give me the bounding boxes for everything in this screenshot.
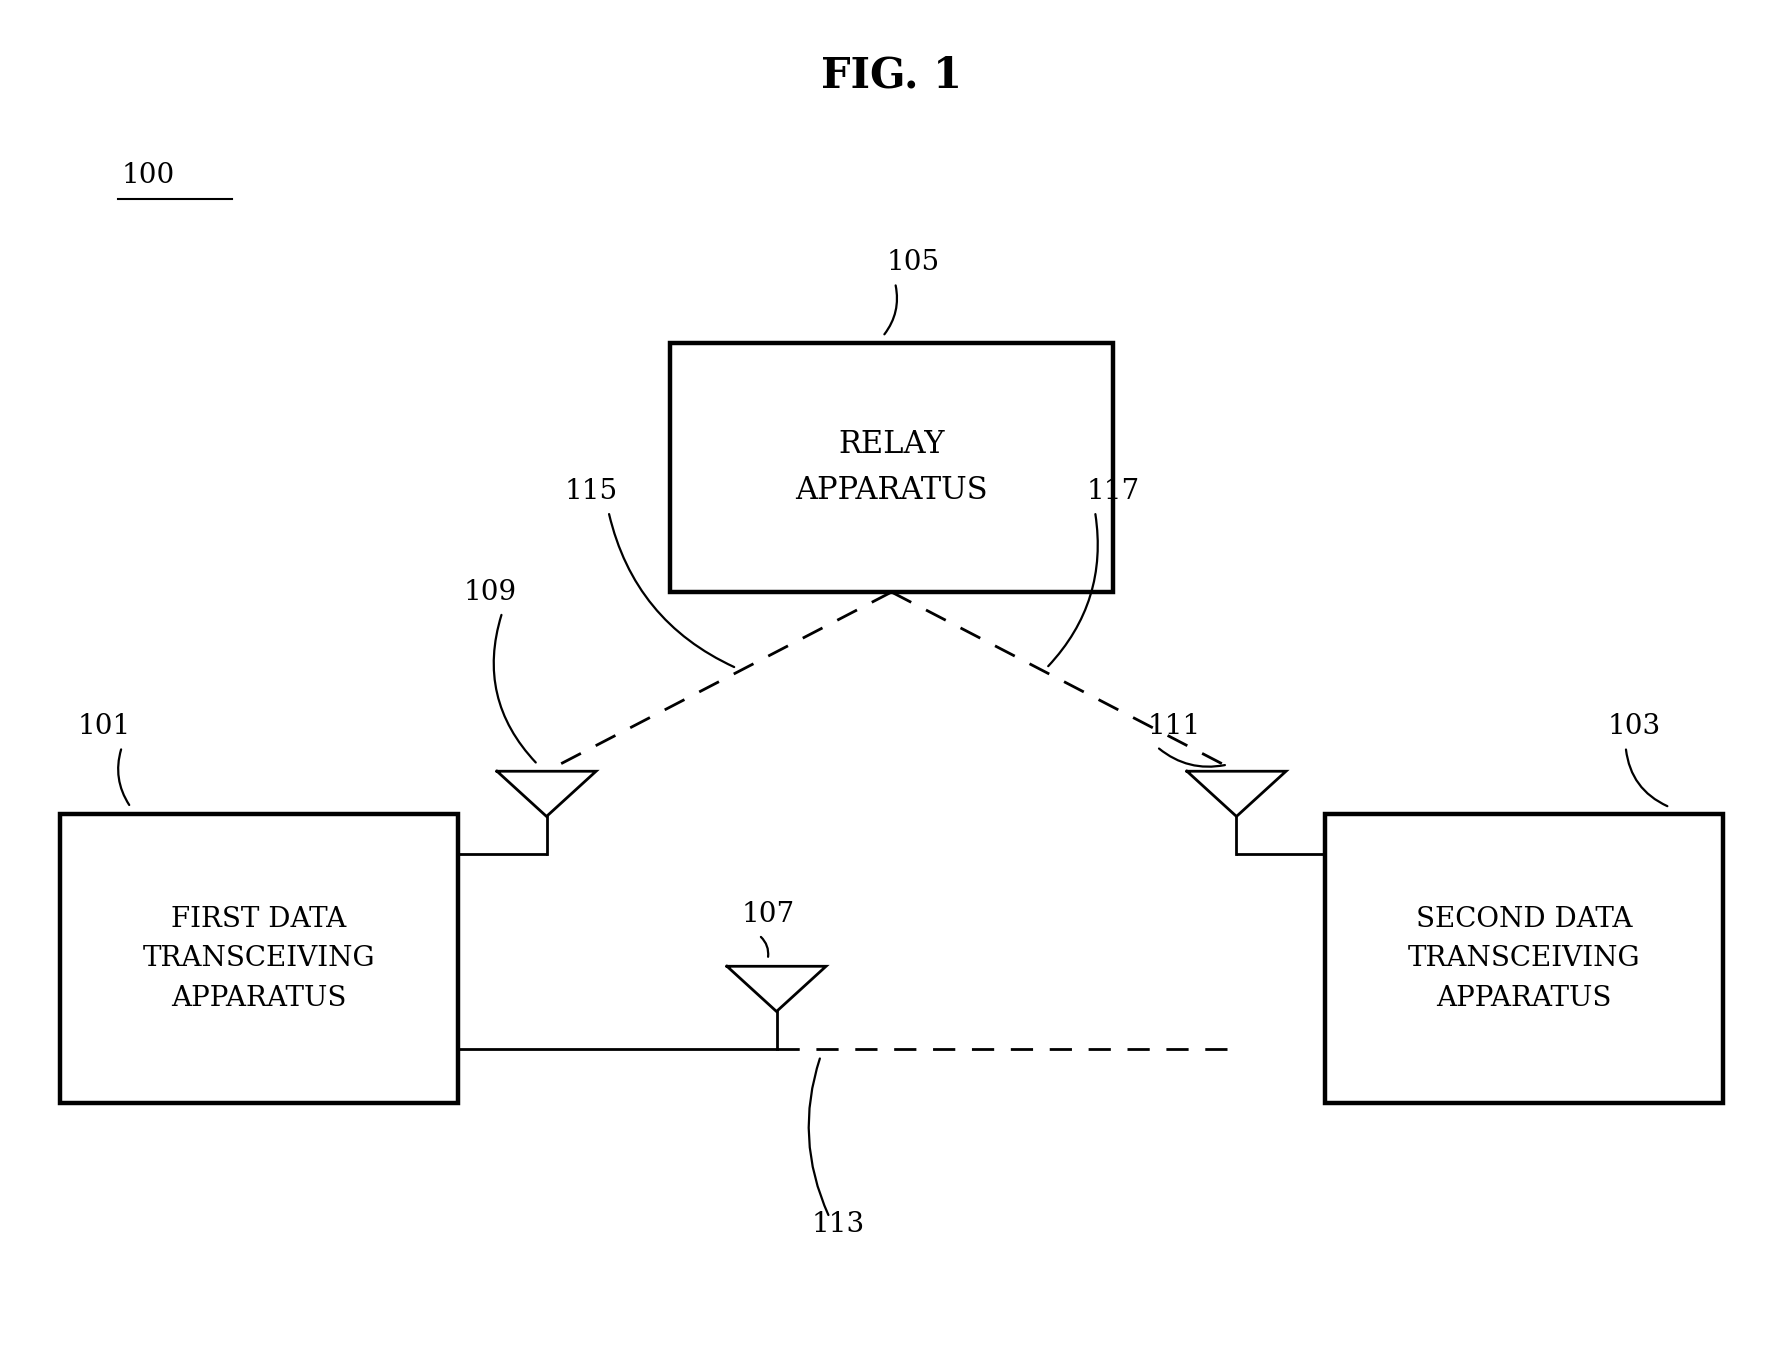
Text: 101: 101 [78, 713, 130, 741]
Text: 103: 103 [1607, 713, 1661, 741]
Text: RELAY
APPARATUS: RELAY APPARATUS [795, 429, 987, 506]
Text: 105: 105 [886, 249, 939, 276]
Text: 109: 109 [463, 579, 517, 606]
Text: 107: 107 [741, 901, 795, 928]
Text: FIG. 1: FIG. 1 [820, 54, 962, 96]
Text: 117: 117 [1085, 477, 1139, 504]
Bar [61, 814, 458, 1104]
Text: FIRST DATA
TRANSCEIVING
APPARATUS: FIRST DATA TRANSCEIVING APPARATUS [143, 905, 374, 1011]
Text: 111: 111 [1148, 713, 1201, 741]
Text: 100: 100 [121, 162, 175, 189]
Text: SECOND DATA
TRANSCEIVING
APPARATUS: SECOND DATA TRANSCEIVING APPARATUS [1408, 905, 1639, 1011]
Bar [1324, 814, 1721, 1104]
Bar [670, 344, 1112, 593]
Text: 113: 113 [811, 1211, 864, 1238]
Text: 115: 115 [563, 477, 617, 504]
